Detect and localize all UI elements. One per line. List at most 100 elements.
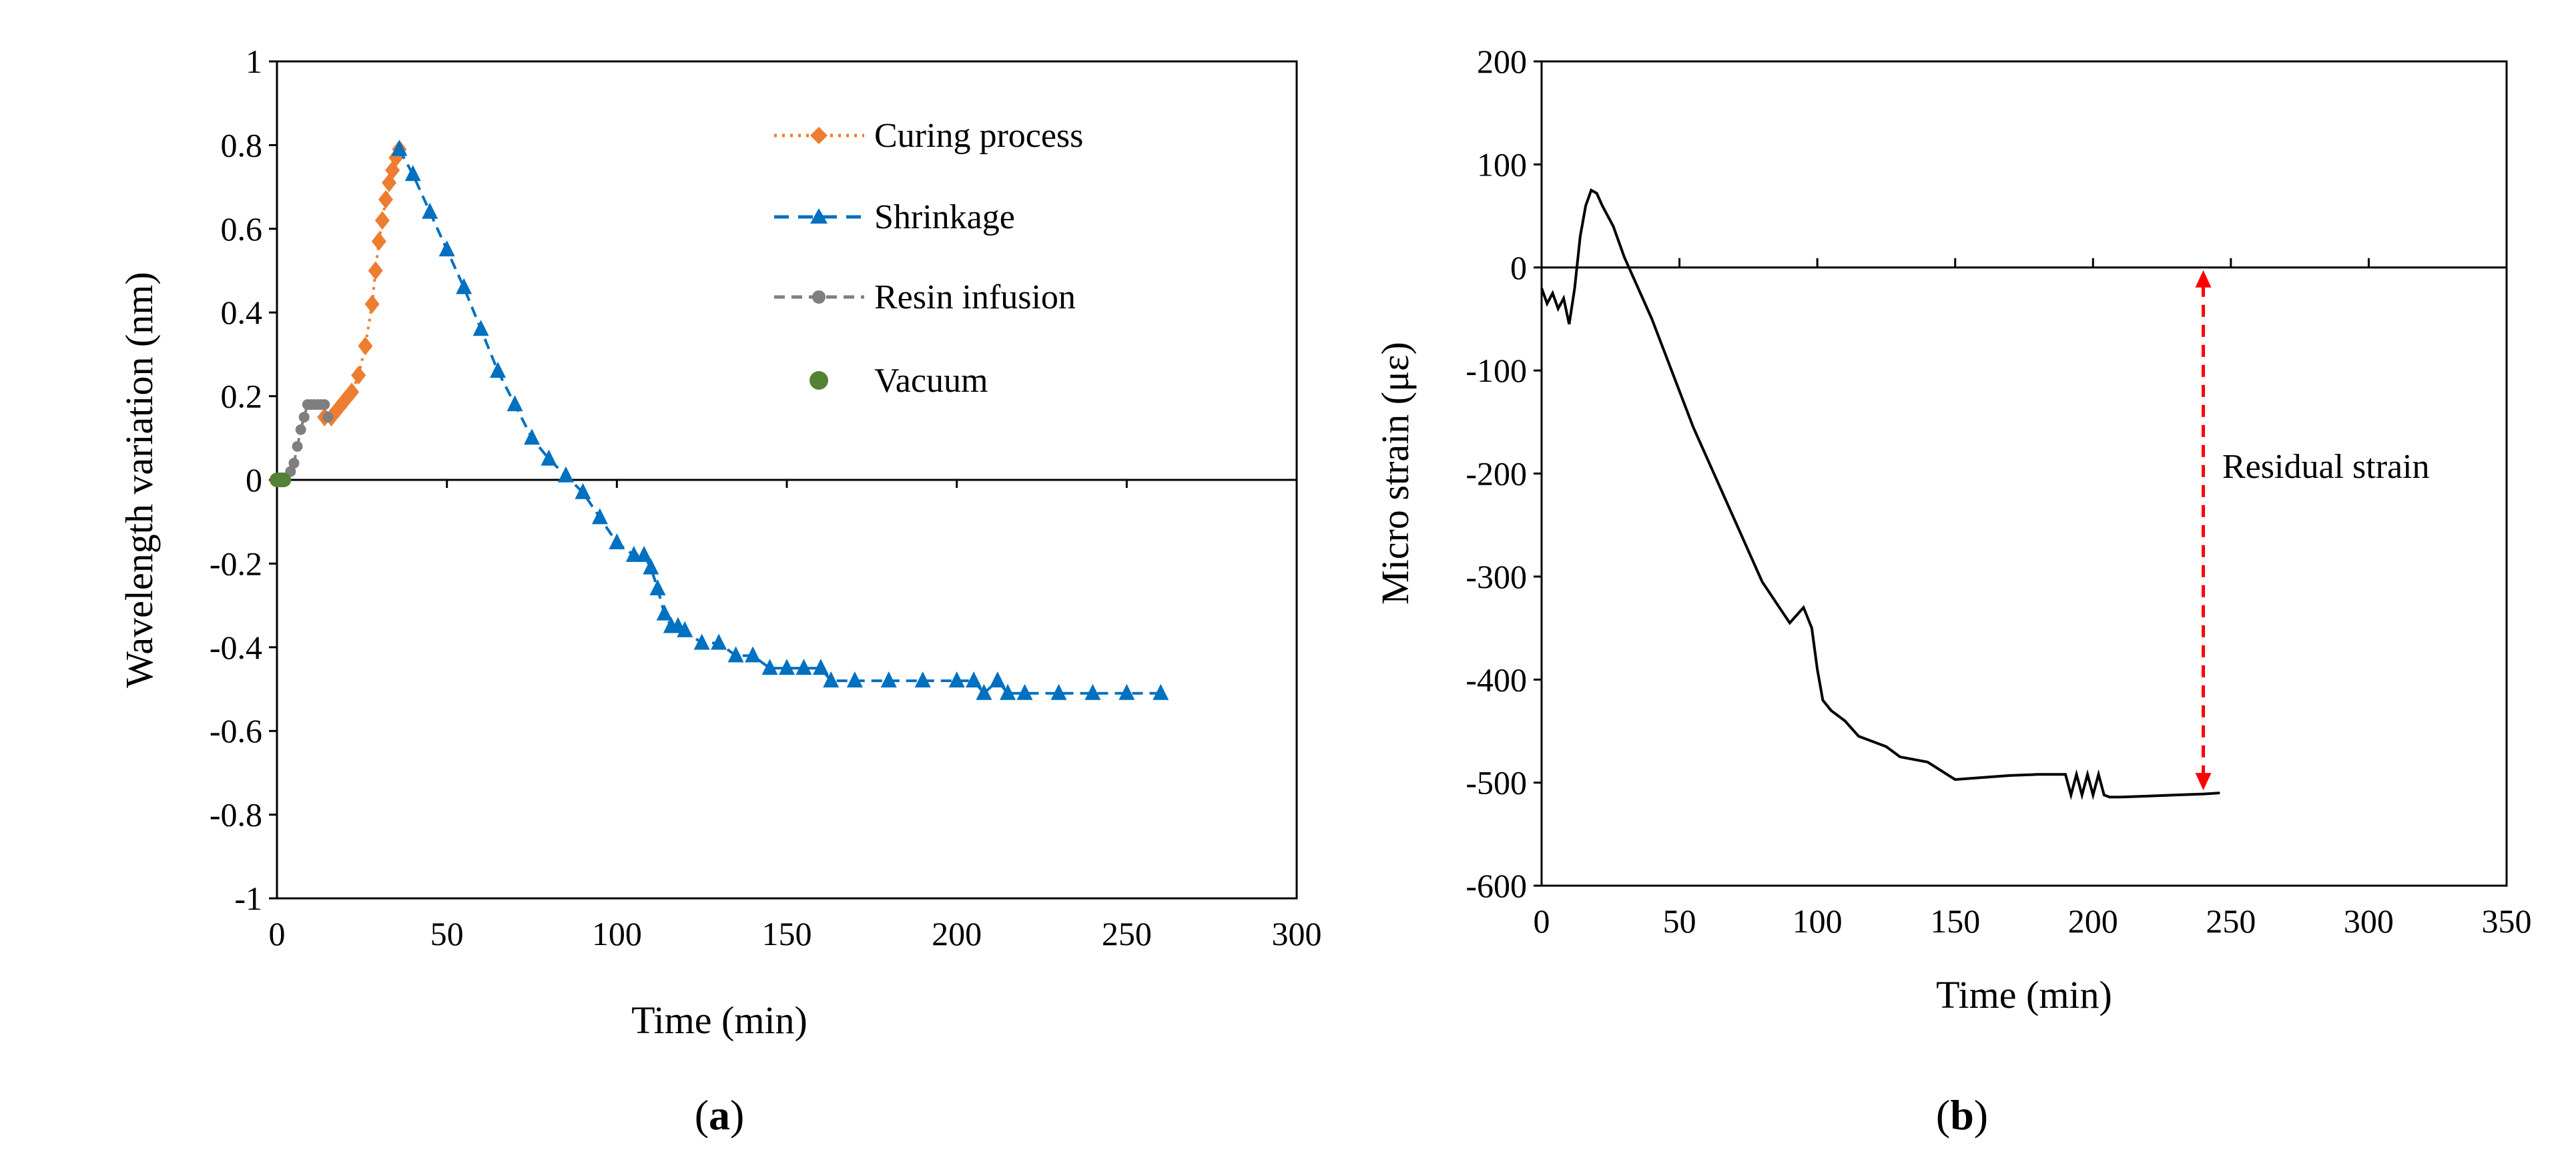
chart-b-ytick-label: 200 — [1477, 43, 1527, 80]
series-line-micro-strain — [1540, 188, 2220, 800]
data-point-shrinkage — [989, 671, 1006, 687]
data-point-shrinkage — [575, 483, 591, 499]
legend-item-vacuum: Vacuum — [810, 362, 988, 400]
chart-a-ytick-label: -1 — [234, 880, 262, 917]
chart-a-caption: (a) — [695, 1091, 745, 1139]
data-point-shrinkage — [507, 395, 523, 412]
chart-a-xtick-label: 300 — [1272, 915, 1322, 952]
legend-item-shrinkage: Shrinkage — [774, 198, 1015, 236]
data-point-curing-process — [368, 261, 383, 280]
data-point-shrinkage — [711, 633, 727, 650]
data-point-shrinkage — [677, 621, 693, 637]
data-point-shrinkage — [1000, 683, 1016, 700]
data-point-resin-infusion — [319, 399, 330, 410]
data-point-shrinkage — [976, 683, 992, 700]
chart-b-xtick-label: 0 — [1534, 902, 1550, 940]
chart-b-ytick-label: -400 — [1466, 661, 1527, 698]
chart-b-xtick-label: 100 — [1793, 902, 1843, 940]
data-point-shrinkage — [1153, 683, 1169, 700]
chart-b-caption: (b) — [1936, 1091, 1988, 1139]
data-point-shrinkage — [472, 320, 489, 336]
chart-b-ytick-label: -600 — [1466, 867, 1527, 904]
data-point-shrinkage — [846, 671, 863, 687]
data-point-shrinkage — [812, 659, 829, 675]
data-point-shrinkage — [693, 633, 710, 650]
data-point-vacuum — [276, 473, 292, 487]
chart-a-xtick-label: 50 — [430, 915, 464, 952]
chart-b-ytick-label: 0 — [1510, 249, 1527, 286]
data-point-shrinkage — [456, 278, 472, 294]
data-point-curing-process — [358, 336, 373, 356]
data-point-shrinkage — [966, 671, 982, 687]
data-point-shrinkage — [490, 361, 507, 378]
chart-a-ytick-label: 0 — [246, 461, 262, 499]
data-point-shrinkage — [656, 604, 673, 621]
circle-marker-icon — [812, 290, 826, 304]
data-point-shrinkage — [823, 671, 840, 687]
chart-b-xtick-label: 350 — [2482, 902, 2532, 940]
data-point-resin-infusion — [288, 457, 300, 469]
chart-b-xtick-label: 50 — [1663, 902, 1696, 940]
data-point-shrinkage — [391, 139, 408, 156]
legend-label-curing-process: Curing process — [874, 117, 1083, 155]
data-point-resin-infusion — [322, 411, 334, 422]
data-point-shrinkage — [591, 508, 608, 525]
chart-b-ytick-label: -500 — [1466, 764, 1527, 802]
chart-b-plot-area — [1540, 60, 2508, 887]
data-point-shrinkage — [779, 659, 795, 675]
circle-marker-icon — [810, 371, 828, 390]
data-point-shrinkage — [524, 428, 540, 445]
legend-label-resin-infusion: Resin infusion — [874, 278, 1076, 316]
chart-a-ytick-label: 0.8 — [221, 126, 263, 164]
data-point-shrinkage — [880, 671, 897, 687]
chart-b-xlabel: Time (min) — [1936, 973, 2112, 1016]
chart-a-ytick-label: -0.8 — [210, 796, 262, 834]
chart-a-ytick-label: 0.6 — [221, 210, 263, 248]
data-point-shrinkage — [795, 659, 812, 675]
chart-b: 200 100 0 -100 -200 -300 -400 -500 -600 0 50 100 15… — [1373, 43, 2532, 1139]
data-point-shrinkage — [1016, 683, 1033, 700]
chart-a-xlabel: Time (min) — [631, 998, 808, 1042]
data-point-shrinkage — [761, 659, 778, 675]
data-point-shrinkage — [914, 671, 931, 687]
data-point-shrinkage — [643, 558, 659, 575]
data-point-curing-process — [374, 211, 390, 230]
data-point-shrinkage — [438, 240, 455, 257]
data-point-resin-infusion — [292, 441, 303, 452]
legend-item-resin-infusion: Resin infusion — [774, 278, 1076, 316]
chart-b-xtick-label: 250 — [2206, 902, 2256, 940]
data-point-curing-process — [344, 382, 360, 402]
legend-label-shrinkage: Shrinkage — [874, 198, 1015, 236]
data-point-shrinkage — [557, 466, 574, 483]
triangle-marker-icon — [810, 208, 828, 224]
legend-item-curing-process: Curing process — [774, 117, 1083, 155]
residual-strain-annotation: Residual strain — [2195, 270, 2430, 791]
data-point-curing-process — [371, 232, 386, 251]
data-point-shrinkage — [1118, 683, 1135, 700]
chart-a-ytick-label: -0.6 — [210, 712, 262, 750]
chart-a-legend: Curing process Shrinkage Resin infusion … — [774, 117, 1083, 400]
data-point-resin-infusion — [298, 411, 310, 422]
chart-a-ytick-label: 0.4 — [221, 294, 263, 331]
diamond-marker-icon — [810, 127, 828, 144]
chart-a-xtick-label: 250 — [1102, 915, 1152, 952]
chart-a-ytick-label: 0.2 — [221, 378, 263, 415]
data-point-shrinkage — [745, 646, 761, 663]
chart-a-xtick-label: 100 — [592, 915, 642, 952]
chart-b-xtick-label: 150 — [1930, 902, 1980, 940]
chart-b-ylabel: Micro strain (με) — [1373, 342, 1417, 605]
data-point-shrinkage — [422, 202, 438, 219]
chart-a-xtick-label: 200 — [932, 915, 982, 952]
chart-a: 1 0.8 0.6 0.4 0.2 0 -0.2 -0.4 -0.6 -0.8 -1 0 50 100 1… — [117, 43, 1322, 1139]
chart-b-ytick-label: 100 — [1477, 145, 1527, 183]
chart-b-ytick-label: -100 — [1466, 352, 1527, 389]
data-point-resin-infusion — [295, 424, 306, 435]
chart-b-ytick-label: -200 — [1466, 455, 1527, 493]
data-point-shrinkage — [649, 579, 666, 596]
chart-b-ytick-label: -300 — [1466, 558, 1527, 595]
data-point-shrinkage — [636, 545, 653, 562]
legend-label-vacuum: Vacuum — [874, 362, 988, 400]
residual-strain-label: Residual strain — [2222, 448, 2430, 486]
data-point-curing-process — [351, 366, 366, 385]
